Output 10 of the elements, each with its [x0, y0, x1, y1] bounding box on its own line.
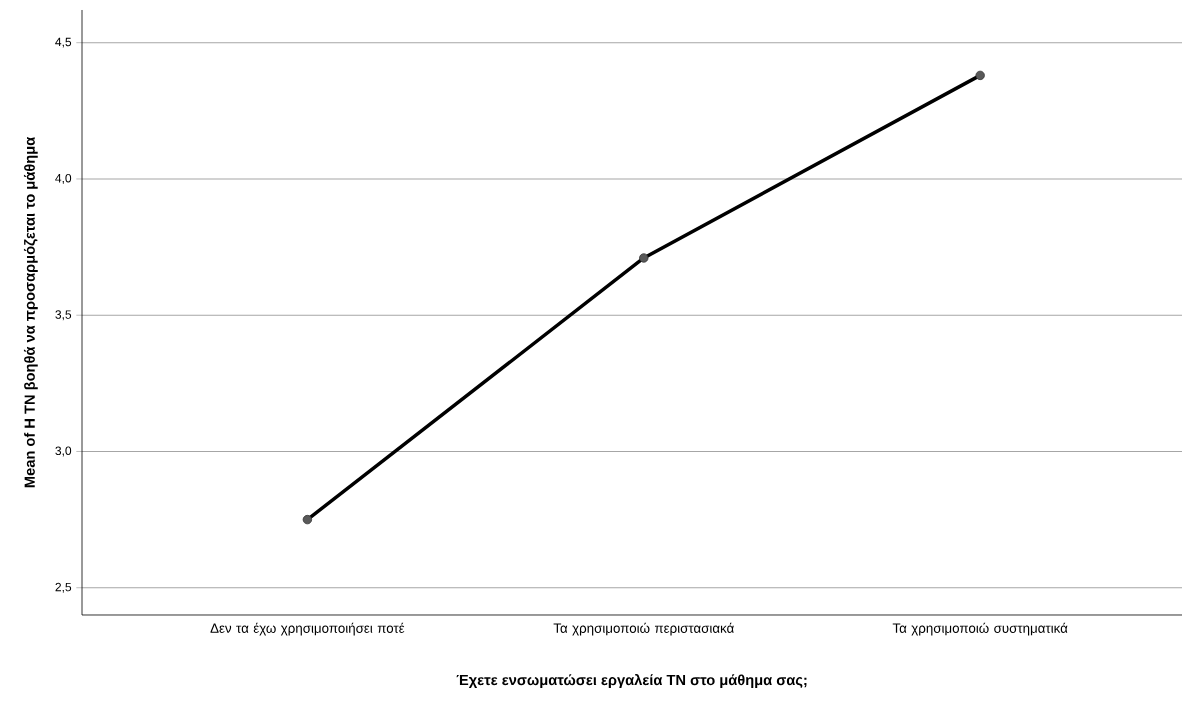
y-tick-label: 3,5 — [55, 310, 72, 321]
x-axis-title: Έχετε ενσωματώσει εργαλεία ΤΝ στο μάθημα σας; — [456, 674, 807, 689]
x-tick-label: Δεν τα έχω χρησιμοποιήσει ποτέ — [210, 622, 405, 636]
y-tick-label: 2,5 — [55, 582, 72, 593]
y-tick-label: 4,5 — [55, 37, 72, 48]
x-tick-label: Τα χρησιμοποιώ περιστασιακά — [553, 622, 734, 636]
x-tick-label: Τα χρησιμοποιώ συστηματικά — [892, 622, 1068, 636]
y-tick-label: 4,0 — [55, 173, 72, 184]
y-tick-label: 3,0 — [55, 446, 72, 457]
y-axis-title: Mean of Η ΤΝ βοηθά να προσαρμόζεται το μάθημα — [23, 136, 38, 488]
